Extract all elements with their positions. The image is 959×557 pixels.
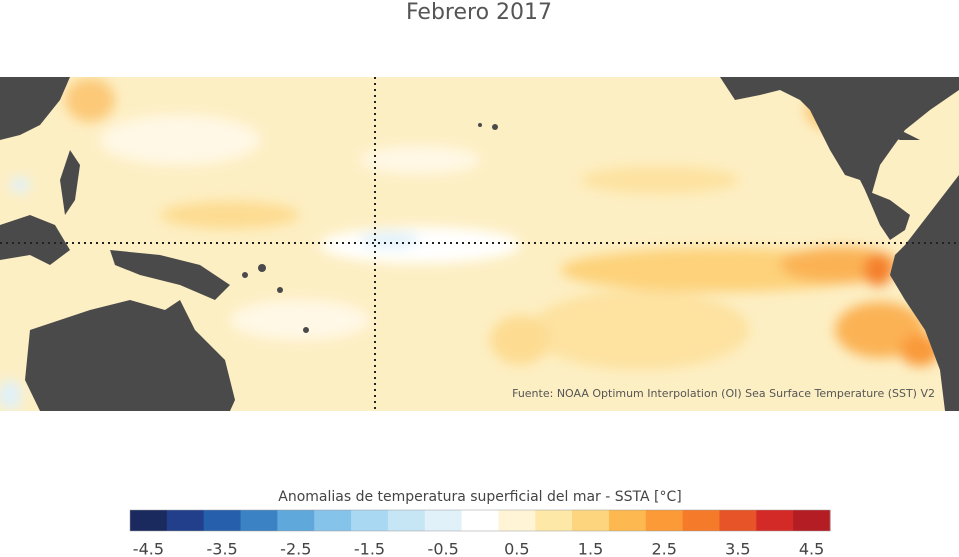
colorbar-tick-label: -0.5: [428, 540, 459, 557]
colorbar-tick-label: 2.5: [651, 540, 676, 557]
colorbar-bin: [314, 510, 352, 531]
colorbar-bin: [756, 510, 794, 531]
colorbar-label: Anomalias de temperatura superficial del…: [278, 489, 681, 505]
colorbar-tick-label: 1.5: [578, 540, 603, 557]
title: Febrero 2017: [406, 0, 552, 25]
colorbar-bin: [682, 510, 720, 531]
colorbar-bin: [719, 510, 757, 531]
colorbar-bin: [130, 510, 168, 531]
colorbar-bin: [461, 510, 499, 531]
colorbar-tick-label: 3.5: [725, 540, 750, 557]
colorbar-tick-label: -4.5: [133, 540, 164, 557]
colorbar-bin: [424, 510, 463, 531]
colorbar-bin: [277, 510, 315, 531]
colorbar-bin: [387, 510, 426, 531]
colorbar-tick-label: 0.5: [504, 540, 529, 557]
colorbar-bin: [572, 510, 610, 531]
colorbar-tick-label: -1.5: [354, 540, 385, 557]
colorbar-bin: [645, 510, 684, 531]
colorbar-frame: [129, 509, 831, 532]
colorbar-tick-label: -2.5: [280, 540, 311, 557]
colorbar-bin: [498, 510, 536, 531]
colorbar-bin: [166, 510, 205, 531]
colorbar-bin: [608, 510, 647, 531]
colorbar-bin: [203, 510, 242, 531]
colorbar-bin: [793, 510, 831, 531]
colorbar-tick-label: -3.5: [206, 540, 237, 557]
colorbar-bin: [535, 510, 573, 531]
map: Fuente: NOAA Optimum Interpolation (OI) …: [0, 77, 959, 411]
source: Fuente: NOAA Optimum Interpolation (OI) …: [512, 387, 935, 400]
colorbar: -4.5 -3.5 -2.5 -1.5 -0.5 0.5 1.5 2.5 3.5 4.5: [129, 509, 831, 557]
colorbar-tick-label: 4.5: [799, 540, 824, 557]
colorbar-bin: [351, 510, 389, 531]
colorbar-bin: [240, 510, 278, 531]
